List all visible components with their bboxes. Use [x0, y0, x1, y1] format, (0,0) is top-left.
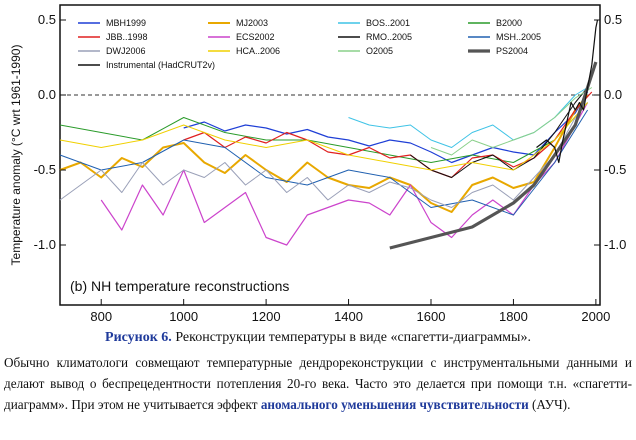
x-tick-label-6: 2000 [581, 309, 610, 324]
body-text-part2: (АУЧ). [528, 397, 571, 412]
x-tick-label-2: 1200 [252, 309, 281, 324]
legend-label-0-2: BOS..2001 [366, 18, 410, 28]
series-line-7 [59, 109, 589, 216]
series-line-11 [389, 61, 598, 250]
legend-label-2-3: PS2004 [496, 46, 528, 56]
body-paragraph: Обычно климатологи совмещают температурн… [4, 352, 632, 415]
caption-label: Рисунок 6. [105, 330, 172, 345]
y-left-tick-label-0: 0.5 [38, 12, 56, 27]
x-tick-label-5: 1800 [499, 309, 528, 324]
y-right-tick-label-0: 0.5 [604, 12, 622, 27]
legend-label-0-0: MBH1999 [106, 18, 146, 28]
figure-caption: Рисунок 6. Реконструкции температуры в в… [0, 328, 636, 348]
caption-text: Реконструкции температуры в виде «спагет… [171, 330, 531, 345]
x-tick-label-4: 1600 [417, 309, 446, 324]
y-right-tick-label-1: 0.0 [604, 87, 622, 102]
series-line-6 [410, 87, 588, 178]
legend-label-0-1: MJ2003 [236, 18, 268, 28]
legend-label-1-2: RMO..2005 [366, 32, 412, 42]
chart-title: (b) NH temperature reconstructions [70, 278, 289, 294]
series-line-0 [183, 91, 589, 164]
x-tick-label-3: 1400 [334, 309, 363, 324]
body-text-part1: Обычно климатологи совмещают температурн… [4, 355, 632, 412]
series-line-8 [59, 102, 588, 208]
x-tick-label-1: 1000 [169, 309, 198, 324]
series-line-3 [59, 102, 588, 163]
legend-label-3-0: Instrumental (HadCRUT2v) [106, 60, 215, 70]
spaghetti-chart: 800 1000 1200 1400 1600 1800 2000 0.5 0.0 -0.5 -1.… [9, 4, 626, 324]
y-left-tick-label-3: -1.0 [34, 237, 56, 252]
body-highlight-link[interactable]: аномального уменьшения чувствительности [260, 397, 529, 412]
y-left-tick-label-2: -0.5 [34, 162, 56, 177]
series-line-12 [536, 19, 599, 164]
series-line-9 [59, 102, 588, 171]
y-axis-label: Temperature anomaly (°C wrt 1961-1990) [9, 45, 23, 266]
y-right-tick-label-2: -0.5 [604, 162, 626, 177]
plot-frame [59, 4, 601, 306]
y-right-tick-label-3: -1.0 [604, 237, 626, 252]
x-tick-label-0: 800 [90, 309, 112, 324]
legend-label-1-3: MSH..2005 [496, 32, 541, 42]
legend-label-2-1: HCA..2006 [236, 46, 280, 56]
legend-label-1-1: ECS2002 [236, 32, 275, 42]
legend-label-2-0: DWJ2006 [106, 46, 146, 56]
series-line-10 [430, 87, 593, 156]
y-left-tick-label-1: 0.0 [38, 87, 56, 102]
legend-label-0-3: B2000 [496, 18, 522, 28]
chart-area: 800 1000 1200 1400 1600 1800 2000 0.5 0.0 -0.5 -1.… [9, 4, 626, 324]
series-line-4 [183, 91, 593, 179]
legend-label-2-2: O2005 [366, 46, 393, 56]
legend-label-1-0: JBB..1998 [106, 32, 148, 42]
